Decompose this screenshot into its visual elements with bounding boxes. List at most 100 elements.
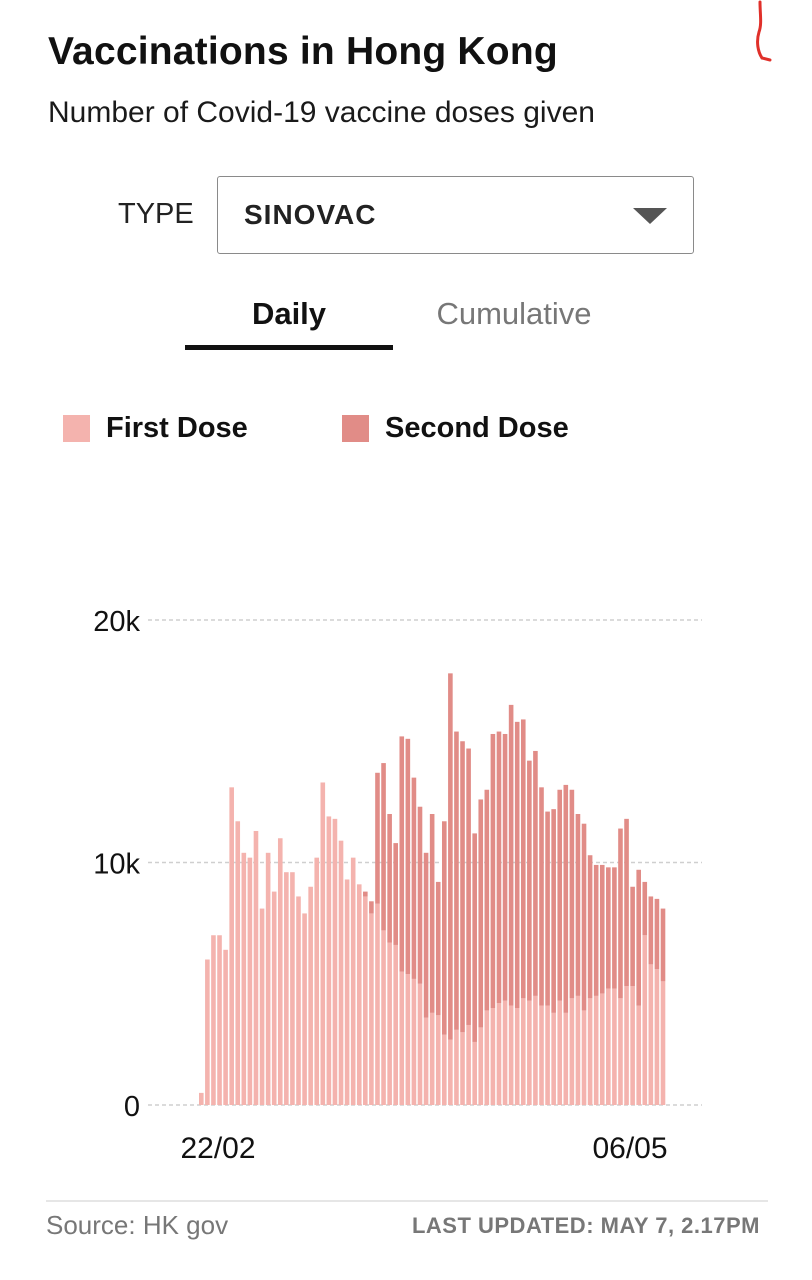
- bar-second-dose: [654, 898, 660, 970]
- y-tick-label: 0: [124, 1091, 140, 1123]
- bar-first-dose: [350, 857, 356, 1105]
- bar-second-dose: [569, 789, 575, 999]
- bar-first-dose: [314, 857, 320, 1105]
- bar-first-dose: [241, 852, 247, 1105]
- bar-first-dose: [259, 908, 265, 1105]
- bar-first-dose: [387, 942, 392, 1105]
- bar-first-dose: [296, 896, 301, 1105]
- bar-first-dose: [496, 1003, 502, 1105]
- legend-label-first-dose: First Dose: [106, 412, 248, 444]
- bar-first-dose: [484, 1010, 490, 1105]
- bar-first-dose: [429, 1012, 435, 1105]
- bar-second-dose: [472, 833, 477, 1042]
- bar-first-dose: [606, 988, 611, 1105]
- bar-first-dose: [618, 998, 623, 1105]
- bar-first-dose: [527, 1000, 532, 1105]
- bar-second-dose: [527, 760, 532, 1001]
- bar-first-dose: [320, 782, 326, 1105]
- legend-label-second-dose: Second Dose: [385, 412, 569, 444]
- bar-first-dose: [423, 1017, 429, 1105]
- bar-first-dose: [472, 1041, 477, 1105]
- bar-second-dose: [484, 789, 490, 1011]
- last-updated-note: LAST UPDATED: MAY 7, 2.17PM: [411, 1213, 760, 1238]
- x-tick-label: 22/02: [180, 1132, 255, 1165]
- bar-first-dose: [356, 884, 362, 1105]
- y-tick-label: 20k: [93, 606, 140, 638]
- bar-second-dose: [630, 886, 635, 987]
- bar-second-dose: [575, 814, 581, 996]
- bar-first-dose: [399, 971, 405, 1105]
- bar-second-dose: [636, 869, 641, 1006]
- bar-first-dose: [508, 1005, 514, 1105]
- bar-second-dose: [563, 784, 569, 1013]
- bar-second-dose: [490, 733, 496, 1008]
- bar-second-dose: [369, 901, 374, 914]
- bar-first-dose: [211, 935, 216, 1105]
- bar-second-dose: [606, 867, 611, 989]
- bar-first-dose: [435, 1015, 441, 1105]
- bar-first-dose: [363, 896, 368, 1105]
- bar-second-dose: [514, 721, 520, 1008]
- bar-first-dose: [514, 1008, 520, 1105]
- bar-first-dose: [247, 857, 253, 1105]
- bar-second-dose: [642, 881, 648, 936]
- bar-first-dose: [442, 1034, 447, 1105]
- legend-second-dose[interactable]: Second Dose: [342, 412, 569, 445]
- bar-first-dose: [569, 998, 575, 1105]
- bar-first-dose: [332, 818, 338, 1105]
- bar-first-dose: [235, 821, 241, 1105]
- bar-first-dose: [533, 995, 538, 1105]
- bar-second-dose: [557, 789, 563, 1001]
- bar-first-dose: [338, 840, 344, 1105]
- bar-first-dose: [277, 838, 283, 1105]
- y-tick-label: 10k: [93, 849, 140, 881]
- footer-divider: [46, 1200, 768, 1202]
- bar-second-dose: [417, 806, 423, 984]
- red-pen-mark: [756, 0, 772, 62]
- bar-first-dose: [551, 1012, 556, 1105]
- bar-second-dose: [405, 738, 411, 975]
- bar-second-dose: [448, 673, 453, 1040]
- legend-first-dose[interactable]: First Dose: [63, 412, 248, 445]
- bar-first-dose: [417, 983, 423, 1105]
- source-note: Source: HK gov: [46, 1210, 229, 1240]
- bar-first-dose: [636, 1005, 641, 1105]
- bar-first-dose: [344, 879, 350, 1105]
- bar-first-dose: [648, 964, 654, 1105]
- vaccine-type-select[interactable]: SINOVAC: [217, 176, 694, 254]
- bar-first-dose: [599, 993, 605, 1105]
- bar-first-dose: [199, 1092, 204, 1105]
- bar-second-dose: [508, 704, 514, 1006]
- bar-first-dose: [660, 981, 666, 1105]
- legend-swatch-second-dose: [342, 415, 369, 442]
- bar-second-dose: [466, 748, 471, 1025]
- bar-second-dose: [442, 821, 447, 1035]
- bar-first-dose: [642, 935, 648, 1105]
- bar-first-dose: [502, 1000, 508, 1105]
- bar-first-dose: [545, 1005, 550, 1105]
- bar-second-dose: [502, 733, 508, 1001]
- bar-second-dose: [520, 719, 526, 999]
- x-tick-label: 06/05: [592, 1132, 667, 1165]
- bar-second-dose: [539, 787, 544, 1006]
- chevron-down-icon: [633, 208, 667, 224]
- bar-second-dose: [612, 867, 617, 989]
- bar-second-dose: [399, 736, 405, 972]
- bar-second-dose: [496, 731, 502, 1004]
- bar-first-dose: [284, 872, 289, 1105]
- tab-daily[interactable]: Daily: [251, 296, 327, 331]
- bar-second-dose: [411, 777, 417, 979]
- bar-second-dose: [435, 881, 441, 1016]
- bar-first-dose: [223, 949, 228, 1105]
- bar-second-dose: [363, 891, 368, 897]
- vaccine-type-selected-value: SINOVAC: [244, 199, 377, 230]
- bar-first-dose: [454, 1029, 459, 1105]
- bar-first-dose: [575, 995, 581, 1105]
- bar-second-dose: [545, 811, 550, 1006]
- bar-second-dose: [478, 799, 484, 1028]
- bar-first-dose: [229, 787, 234, 1105]
- bar-first-dose: [460, 1032, 465, 1105]
- bar-second-dose: [387, 814, 392, 943]
- bar-first-dose: [520, 998, 526, 1105]
- tab-cumulative[interactable]: Cumulative: [436, 296, 592, 331]
